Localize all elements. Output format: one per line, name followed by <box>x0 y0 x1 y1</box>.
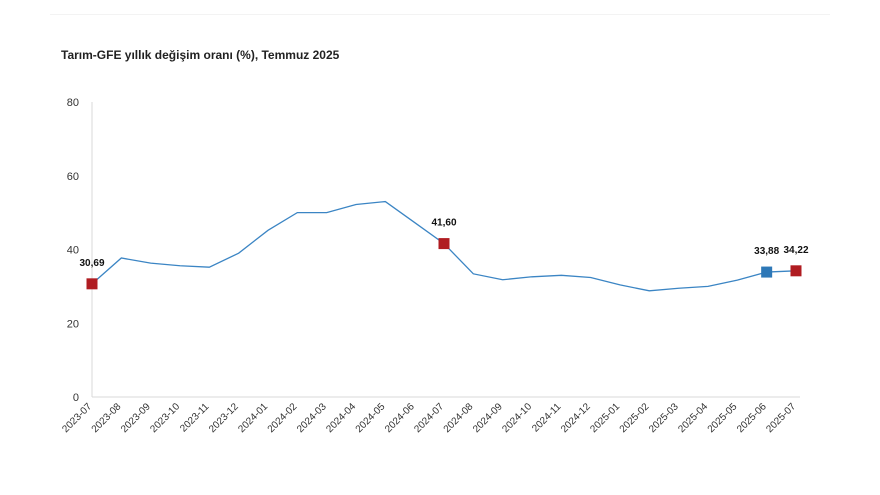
x-tick-label: 2025-07 <box>764 401 798 435</box>
x-tick-label: 2023-07 <box>60 401 94 435</box>
y-tick-label: 60 <box>67 171 79 183</box>
x-tick-label: 2023-09 <box>119 401 153 435</box>
x-tick-label: 2024-02 <box>266 401 300 435</box>
x-tick-label: 2025-04 <box>676 401 710 435</box>
x-tick-label: 2025-05 <box>706 401 740 435</box>
x-tick-label: 2024-05 <box>354 401 388 435</box>
y-tick-label: 20 <box>67 318 79 330</box>
data-label: 41,60 <box>431 218 456 229</box>
x-tick-label: 2024-04 <box>324 401 358 435</box>
x-tick-label: 2023-10 <box>148 401 182 435</box>
data-labels: 30,69 41,60 33,88 34,22 <box>79 218 808 269</box>
x-tick-label: 2024-06 <box>383 401 417 435</box>
highlight-marker <box>86 278 98 290</box>
y-axis-ticks: 0 20 40 60 80 <box>67 97 79 404</box>
x-tick-label: 2023-08 <box>90 401 124 435</box>
x-tick-label: 2024-10 <box>500 401 534 435</box>
x-tick-label: 2025-06 <box>735 401 769 435</box>
y-tick-label: 0 <box>73 392 79 404</box>
x-tick-label: 2023-12 <box>207 401 241 435</box>
x-tick-label: 2025-02 <box>618 401 652 435</box>
highlight-marker <box>438 238 450 250</box>
highlight-marker <box>790 265 802 277</box>
highlight-markers <box>86 238 802 290</box>
x-axis-ticks: 2023-072023-082023-092023-102023-112023-… <box>60 401 798 435</box>
y-tick-label: 80 <box>67 97 79 109</box>
x-tick-label: 2024-08 <box>442 401 476 435</box>
x-tick-label: 2024-09 <box>471 401 505 435</box>
x-tick-label: 2023-11 <box>178 401 212 435</box>
x-tick-label: 2025-01 <box>588 401 622 435</box>
x-tick-label: 2024-07 <box>412 401 446 435</box>
data-label: 33,88 <box>754 246 779 257</box>
data-label: 34,22 <box>783 245 808 256</box>
top-divider <box>50 14 830 15</box>
highlight-marker <box>761 266 773 278</box>
chart-title: Tarım-GFE yıllık değişim oranı (%), Temm… <box>61 48 340 62</box>
y-tick-label: 40 <box>67 245 79 257</box>
x-tick-label: 2024-01 <box>236 401 270 435</box>
axes <box>91 102 800 398</box>
data-label: 30,69 <box>79 258 104 269</box>
x-tick-label: 2024-12 <box>559 401 593 435</box>
x-tick-label: 2024-11 <box>530 401 564 435</box>
x-tick-label: 2024-03 <box>295 401 329 435</box>
x-tick-label: 2025-03 <box>647 401 681 435</box>
